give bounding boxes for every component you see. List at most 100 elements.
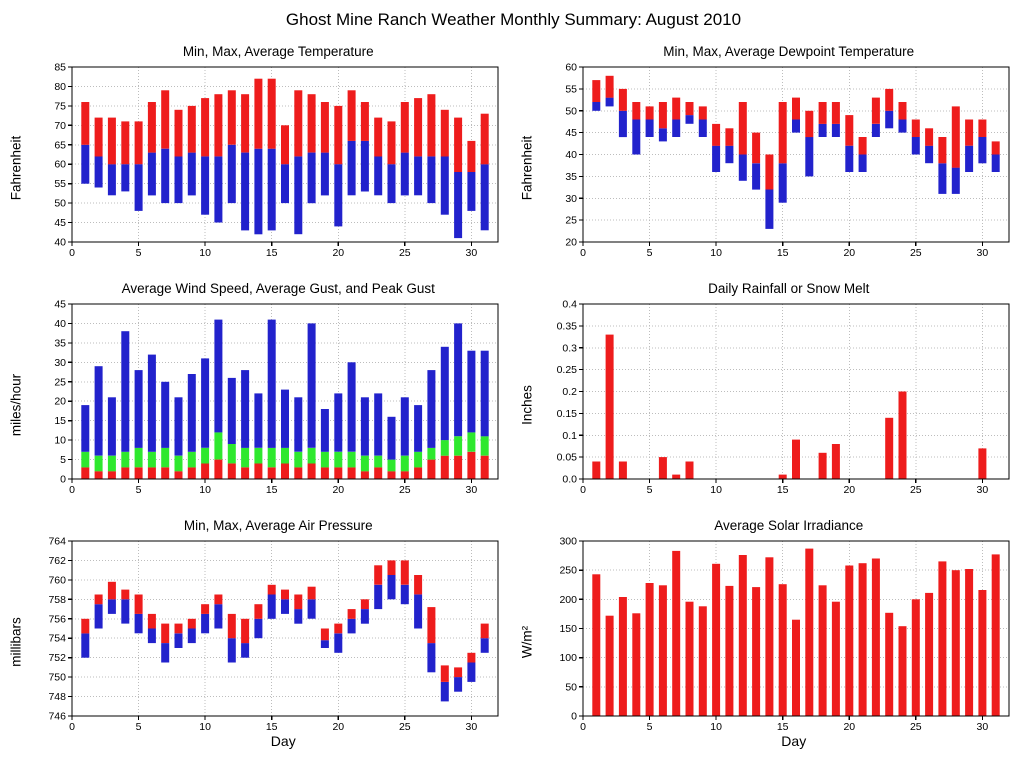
svg-text:0.25: 0.25: [556, 364, 577, 376]
svg-text:0: 0: [69, 721, 75, 733]
svg-text:70: 70: [54, 120, 66, 132]
plot-area: 746 748 750 752 754 756 758 760 762 764 0 5 10 15 20 25…: [48, 536, 499, 733]
svg-text:65: 65: [54, 139, 66, 151]
svg-text:15: 15: [266, 484, 278, 496]
x-axis-label: [567, 260, 1022, 275]
svg-text:756: 756: [48, 613, 66, 625]
svg-text:25: 25: [54, 376, 66, 388]
svg-text:0: 0: [580, 247, 586, 259]
svg-text:30: 30: [466, 721, 478, 733]
svg-text:748: 748: [48, 691, 66, 703]
x-axis-label: [56, 497, 511, 512]
svg-text:20: 20: [565, 237, 577, 249]
svg-text:45: 45: [54, 217, 66, 229]
y-axis-label: miles/hour: [8, 373, 24, 436]
svg-text:60: 60: [54, 159, 66, 171]
svg-text:50: 50: [54, 198, 66, 210]
svg-text:20: 20: [843, 721, 855, 733]
svg-text:10: 10: [199, 721, 211, 733]
svg-text:15: 15: [54, 415, 66, 427]
svg-text:20: 20: [332, 247, 344, 259]
svg-text:85: 85: [54, 62, 66, 74]
svg-text:60: 60: [565, 62, 577, 74]
y-axis-label: millibars: [8, 617, 24, 667]
svg-text:0.0: 0.0: [562, 474, 577, 486]
chart-title: Daily Rainfall or Snow Melt: [708, 281, 870, 296]
chart-title: Min, Max, Average Dewpoint Temperature: [663, 44, 915, 59]
x-axis-label: [56, 260, 511, 275]
svg-text:150: 150: [559, 623, 577, 635]
svg-text:45: 45: [54, 299, 66, 311]
svg-text:40: 40: [54, 237, 66, 249]
svg-text:5: 5: [646, 484, 652, 496]
svg-text:15: 15: [266, 721, 278, 733]
svg-text:55: 55: [565, 83, 577, 95]
svg-text:5: 5: [646, 721, 652, 733]
svg-text:30: 30: [466, 484, 478, 496]
chart-title: Min, Max, Average Air Pressure: [183, 518, 373, 533]
svg-text:10: 10: [199, 484, 211, 496]
svg-text:0.35: 0.35: [556, 320, 577, 332]
svg-text:0.05: 0.05: [556, 452, 577, 464]
svg-text:15: 15: [266, 247, 278, 259]
svg-text:15: 15: [776, 721, 788, 733]
svg-text:20: 20: [54, 396, 66, 408]
y-axis-label-container: miles/hour: [6, 279, 26, 512]
y-axis-label: Fahrenheit: [8, 135, 24, 201]
svg-text:5: 5: [646, 247, 652, 259]
svg-text:35: 35: [565, 171, 577, 183]
svg-text:5: 5: [136, 247, 142, 259]
svg-text:746: 746: [48, 711, 66, 723]
svg-text:50: 50: [565, 105, 577, 117]
svg-text:0: 0: [580, 721, 586, 733]
svg-text:10: 10: [199, 247, 211, 259]
plot-area: 40 45 50 55 60 65 70 75 80 85 0 5 10 15 20 25 30: [54, 62, 499, 259]
chart-title: Average Wind Speed, Average Gust, and Pe…: [121, 281, 435, 296]
x-axis-label: Day: [781, 733, 807, 749]
svg-text:0.2: 0.2: [562, 386, 577, 398]
y-axis-label: Inches: [519, 384, 534, 425]
svg-text:30: 30: [565, 193, 577, 205]
svg-text:10: 10: [710, 484, 722, 496]
svg-text:5: 5: [136, 484, 142, 496]
svg-text:300: 300: [559, 536, 577, 548]
y-axis-label-container: Inches: [517, 279, 537, 512]
svg-text:762: 762: [48, 555, 66, 567]
svg-text:0.4: 0.4: [562, 299, 577, 311]
y-axis-label-container: millibars: [6, 516, 26, 749]
svg-text:764: 764: [48, 536, 66, 548]
chart-solar: W/m² Average Solar Irradiance 0 50 100 150 2…: [517, 516, 1022, 749]
svg-text:5: 5: [136, 721, 142, 733]
svg-text:25: 25: [909, 484, 921, 496]
svg-text:30: 30: [466, 247, 478, 259]
chart-rainfall: Inches Daily Rainfall or Snow Melt 0.0 0.…: [517, 279, 1022, 512]
svg-text:55: 55: [54, 178, 66, 190]
svg-text:40: 40: [54, 318, 66, 330]
chart-title: Min, Max, Average Temperature: [182, 44, 374, 59]
svg-text:0: 0: [69, 247, 75, 259]
svg-text:0.3: 0.3: [562, 342, 577, 354]
svg-text:760: 760: [48, 574, 66, 586]
svg-text:100: 100: [559, 652, 577, 664]
svg-text:0: 0: [571, 711, 577, 723]
y-axis-label: W/m²: [519, 625, 534, 658]
y-axis-label-container: Fahrenheit: [517, 42, 537, 275]
svg-text:0: 0: [60, 474, 66, 486]
svg-text:10: 10: [710, 721, 722, 733]
svg-text:25: 25: [909, 247, 921, 259]
y-axis-label: Fahrenheit: [519, 135, 534, 201]
svg-text:25: 25: [565, 215, 577, 227]
svg-text:5: 5: [60, 454, 66, 466]
svg-text:15: 15: [776, 247, 788, 259]
plot-area: 0.0 0.05 0.1 0.15 0.2 0.25 0.3 0.35 0.4 0 5 10 15 20 2…: [556, 299, 1010, 496]
y-axis-label-container: Fahrenheit: [6, 42, 26, 275]
svg-text:35: 35: [54, 337, 66, 349]
svg-text:45: 45: [565, 127, 577, 139]
svg-text:758: 758: [48, 594, 66, 606]
svg-text:20: 20: [332, 721, 344, 733]
chart-pressure: millibars Min, Max, Average Air Pressure…: [6, 516, 511, 749]
chart-wind: miles/hour Average Wind Speed, Average G…: [6, 279, 511, 512]
svg-text:25: 25: [909, 721, 921, 733]
svg-text:30: 30: [54, 357, 66, 369]
